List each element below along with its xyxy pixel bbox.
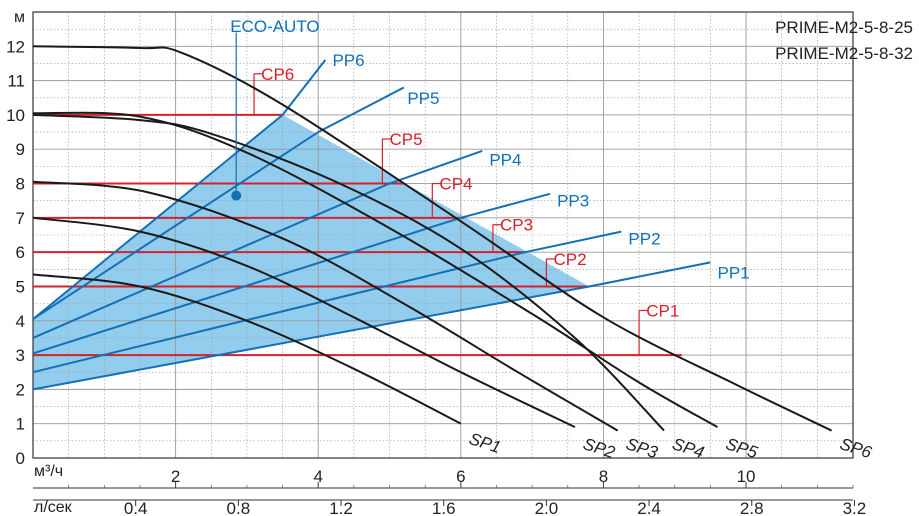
pp-label: PP6 [332, 51, 364, 70]
cp-label: CP6 [261, 65, 294, 84]
x-tick-label: 6 [456, 467, 465, 486]
pp-line [32, 149, 483, 339]
y-tick-label: 6 [16, 243, 25, 262]
x-tick-label: 2 [171, 467, 180, 486]
sp-curve [32, 273, 462, 425]
y-tick-label: 5 [16, 277, 25, 296]
sp-curve [32, 111, 718, 428]
pp-label: PP1 [718, 264, 750, 283]
pp-label: PP3 [557, 192, 589, 211]
label-layer: ECO-AUTO [230, 17, 320, 201]
y-tick-label: 1 [16, 415, 25, 434]
cp-label: CP1 [646, 301, 679, 320]
pp-label: PP5 [407, 89, 439, 108]
eco-auto-point [231, 190, 242, 201]
cp-label: CP2 [554, 250, 587, 269]
x-tick-label: 8 [599, 467, 608, 486]
pp-line [32, 261, 711, 391]
x2-tick-label: 2.4 [637, 499, 661, 516]
x2-tick-label: 0.4 [124, 499, 148, 516]
sp-curve [32, 113, 665, 432]
eco-auto-label: ECO-AUTO [230, 17, 319, 36]
sp-layer: SP1 SP2 SP3 SP4 SP5 SP6 [32, 45, 874, 462]
x2-tick-label: 1.2 [329, 499, 353, 516]
pp-line [32, 86, 405, 320]
pp-label: PP4 [489, 151, 521, 170]
sp-curve [32, 216, 576, 429]
y-tick-label: 3 [16, 346, 25, 365]
pp-layer: PP1 PP2 PP3 PP4 PP5 PP6 [32, 51, 750, 391]
x2-tick-label: 2.0 [535, 499, 559, 516]
x2-tick-label: 2.8 [740, 499, 764, 516]
x2-tick-label: 0.8 [227, 499, 251, 516]
x-axis-unit: м³/ч [34, 463, 63, 480]
y-tick-label: 11 [7, 72, 25, 91]
pp-line [32, 230, 622, 374]
model-name-1: PRIME-M2-5-8-25 [775, 18, 913, 37]
pp-line [32, 192, 551, 355]
y-tick-label: 10 [6, 106, 25, 125]
cp-label: CP4 [439, 175, 472, 194]
plot-frame [32, 11, 854, 459]
pp-label: PP2 [628, 229, 660, 248]
y-tick-label: 2 [16, 380, 25, 399]
y-tick-label: 12 [6, 37, 25, 56]
x2-tick-label: 1.6 [432, 499, 456, 516]
sp-curve [32, 180, 619, 432]
x-tick-label: 4 [313, 467, 322, 486]
sp-curve [32, 45, 833, 432]
model-name-2: PRIME-M2-5-8-32 [775, 44, 913, 63]
x2-tick-label: 3.2 [843, 499, 867, 516]
cp-label: CP3 [500, 216, 533, 235]
x-tick-label: 10 [737, 467, 756, 486]
x2-axis-unit: л/сек [34, 499, 73, 516]
y-tick-label: 4 [16, 312, 25, 331]
y-tick-label: 8 [16, 175, 25, 194]
cp-label: CP5 [390, 130, 423, 149]
y-tick-label: 0 [16, 449, 25, 468]
sp-label: SP1 [467, 429, 503, 457]
y-tick-label: 9 [16, 140, 25, 159]
pp-line [32, 59, 327, 320]
y-axis-unit: м [14, 9, 25, 26]
y-tick-label: 7 [16, 209, 25, 228]
